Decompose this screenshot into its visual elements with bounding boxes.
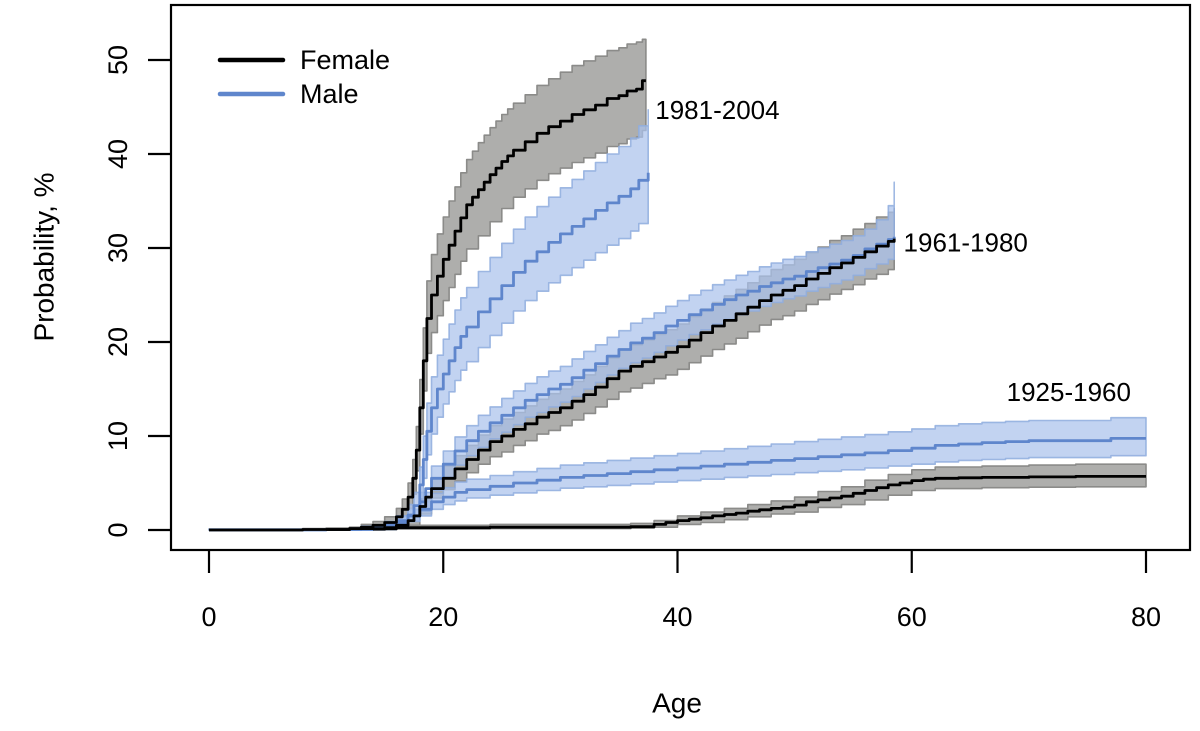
confidence-band-1981-2004-female <box>325 38 647 531</box>
cohort-label-1925-1960: 1925-1960 <box>1007 377 1131 407</box>
cohort-label-1961-1980: 1961-1980 <box>904 227 1028 257</box>
cohort-label-1981-2004: 1981-2004 <box>655 95 779 125</box>
x-tick-label-80: 80 <box>1131 602 1161 632</box>
curve-1961-1980-female <box>373 238 896 531</box>
legend-label-female: Female <box>300 45 390 75</box>
x-axis-title: Age <box>652 688 702 719</box>
curve-1981-2004-male <box>349 172 650 531</box>
x-tick-label-20: 20 <box>428 602 458 632</box>
curve-1981-2004-female <box>326 79 646 531</box>
y-tick-label-0: 0 <box>103 522 133 537</box>
confidence-band-1961-1980-male <box>372 181 895 531</box>
y-tick-label-50: 50 <box>103 45 133 75</box>
y-tick-label-10: 10 <box>103 421 133 451</box>
x-tick-label-60: 60 <box>897 602 927 632</box>
y-tick-label-20: 20 <box>103 327 133 357</box>
plot-border <box>169 3 1192 552</box>
curve-1925-1960-female <box>209 475 1146 532</box>
x-tick-label-40: 40 <box>662 602 692 632</box>
y-tick-label-40: 40 <box>103 139 133 169</box>
y-tick-label-30: 30 <box>103 233 133 263</box>
y-axis-title: Probability, % <box>29 172 60 341</box>
confidence-band-1981-2004-male <box>348 109 649 531</box>
x-tick-label-0: 0 <box>201 602 216 632</box>
curve-1961-1980-male <box>373 236 896 530</box>
legend-label-male: Male <box>300 79 359 109</box>
